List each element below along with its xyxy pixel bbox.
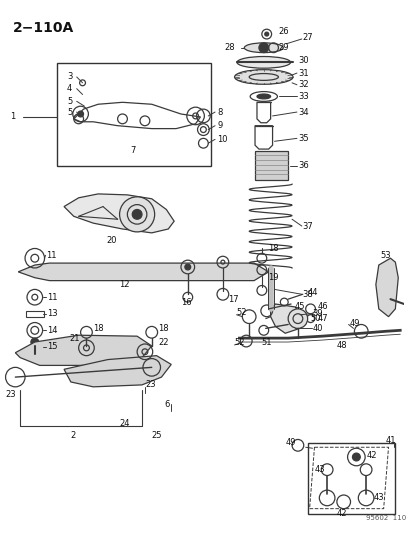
Bar [307,443,394,513]
Text: 2−110A: 2−110A [12,21,74,35]
Circle shape [132,209,142,219]
Circle shape [351,453,359,461]
Circle shape [78,111,83,117]
Text: 51: 51 [261,338,272,348]
Text: 48: 48 [336,342,347,350]
Text: 50: 50 [310,314,320,323]
Text: 23: 23 [5,390,16,399]
Text: 19: 19 [267,273,278,282]
Text: 35: 35 [297,134,308,143]
Text: 42: 42 [336,509,347,518]
Bar [26,311,43,317]
Text: 34: 34 [297,108,308,117]
Text: 31: 31 [297,69,308,78]
Text: 33: 33 [297,92,308,101]
Text: 5: 5 [67,97,72,106]
Text: 6: 6 [164,400,169,409]
Text: 44: 44 [307,288,317,297]
Text: 28: 28 [224,43,235,52]
Text: 47: 47 [317,314,327,323]
Text: 12: 12 [119,280,130,289]
Circle shape [264,32,268,36]
Text: 25: 25 [152,431,162,440]
Text: 46: 46 [317,302,327,311]
Text: 10: 10 [216,135,227,144]
Polygon shape [64,356,171,387]
Text: 14: 14 [47,326,58,335]
Polygon shape [15,335,152,366]
Text: 52: 52 [236,308,247,317]
Text: 32: 32 [297,80,308,89]
Text: 22: 22 [158,338,169,348]
Text: 52: 52 [234,338,244,348]
Text: 2: 2 [71,431,76,440]
Text: 26: 26 [278,27,288,36]
Text: 18: 18 [267,244,278,253]
Circle shape [119,197,154,232]
Text: 5: 5 [67,108,72,117]
Text: 43: 43 [314,465,324,474]
Text: 53: 53 [380,251,390,260]
Ellipse shape [234,70,292,84]
Text: 15: 15 [47,342,58,351]
Text: 43: 43 [373,494,384,503]
Text: 21: 21 [69,334,79,343]
Text: 1: 1 [10,112,16,122]
Text: 41: 41 [385,436,395,445]
Text: 7: 7 [130,146,135,155]
Text: 11: 11 [46,251,57,260]
Text: 36: 36 [297,161,308,170]
Text: 18: 18 [158,324,169,333]
Polygon shape [270,304,304,333]
Text: 29: 29 [278,43,288,52]
Text: 11: 11 [47,293,58,302]
Text: 49: 49 [285,438,295,447]
Text: 8: 8 [216,108,222,117]
Text: 18: 18 [93,324,104,333]
Text: 40: 40 [312,324,322,333]
Text: 24: 24 [119,419,130,429]
Ellipse shape [244,43,282,53]
Bar [254,151,287,180]
Text: 20: 20 [106,236,116,245]
Polygon shape [375,258,397,317]
Text: 42: 42 [366,450,377,459]
Text: 37: 37 [302,222,313,231]
Text: 30: 30 [297,56,308,65]
Polygon shape [64,194,174,233]
Text: 9: 9 [216,121,222,130]
Circle shape [287,309,307,328]
Text: 17: 17 [227,295,238,304]
Bar [57,63,211,166]
Text: 45: 45 [294,302,305,311]
Ellipse shape [256,94,270,99]
Text: 16: 16 [180,297,191,306]
Text: 95602  110: 95602 110 [365,515,406,521]
Text: 38: 38 [302,290,313,299]
Text: 49: 49 [349,319,359,328]
Circle shape [185,264,190,270]
Text: 13: 13 [47,309,58,318]
Text: 3: 3 [67,72,72,82]
Text: 23: 23 [145,381,155,390]
Ellipse shape [236,56,290,68]
Text: 27: 27 [302,34,313,43]
Polygon shape [18,263,268,281]
Text: 39: 39 [312,309,323,318]
Circle shape [31,338,38,346]
Circle shape [258,43,268,53]
Text: 4: 4 [67,84,72,93]
